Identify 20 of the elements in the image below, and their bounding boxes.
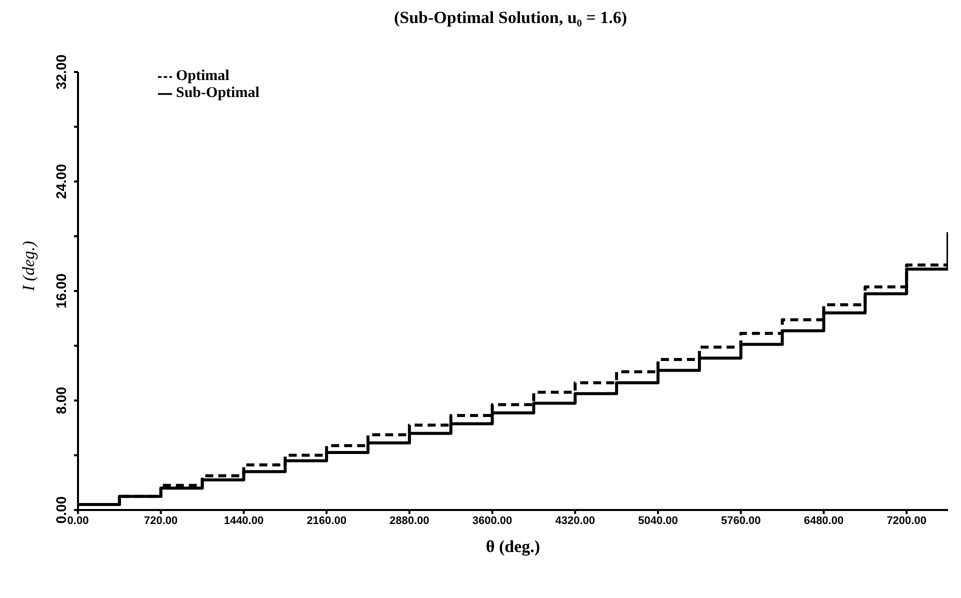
x-tick-label: 2880.00 [390, 514, 430, 527]
x-tick-label: 1440.00 [224, 514, 264, 527]
legend-label: Sub-Optimal [176, 85, 260, 101]
y-tick-label: 24.00 [53, 164, 69, 200]
x-tick-label: 720.00 [144, 514, 178, 527]
x-tick-label: 0.00 [67, 514, 89, 527]
legend-label: Optimal [176, 68, 230, 84]
y-tick-label: 16.00 [53, 273, 69, 309]
y-axis-title: I (deg.) [19, 240, 38, 292]
x-tick-label: 2160.00 [306, 514, 346, 527]
x-tick-label: 5760.00 [720, 514, 761, 527]
x-tick-label: 7200.00 [886, 514, 926, 527]
x-tick-label: 3600.00 [472, 514, 512, 527]
x-tick-label: 6480.00 [804, 514, 844, 527]
y-tick-label: 8.00 [53, 386, 69, 414]
x-tick-label: 4320.00 [555, 514, 596, 527]
x-axis-title: θ (deg.) [486, 537, 540, 556]
x-tick-label: 5040.00 [638, 514, 678, 527]
chart-title: (Sub-Optimal Solution, u₀ = 1.6) [392, 8, 628, 28]
y-tick-label: 32.00 [53, 54, 69, 90]
